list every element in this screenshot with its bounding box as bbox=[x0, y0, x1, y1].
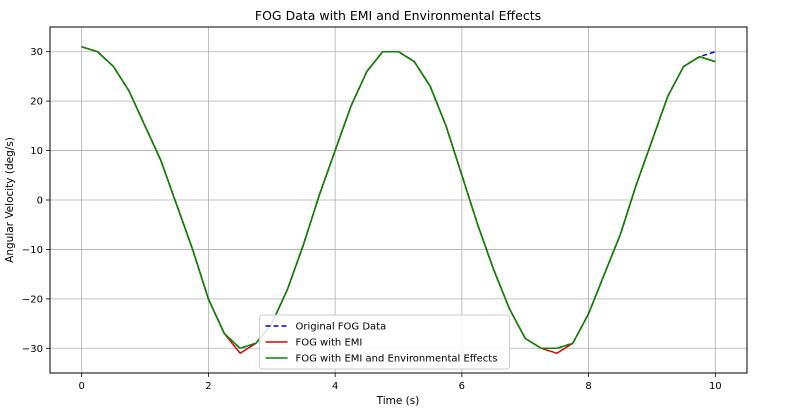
x-tick-label: 2 bbox=[205, 381, 211, 392]
y-tick-label: −10 bbox=[22, 245, 43, 256]
y-axis-ticks: −30 −20 −10 0 10 20 30 bbox=[22, 47, 50, 355]
legend-label: FOG with EMI and Environmental Effects bbox=[296, 354, 498, 365]
x-tick-label: 0 bbox=[78, 381, 84, 392]
y-tick-label: −30 bbox=[22, 344, 43, 355]
x-tick-label: 8 bbox=[585, 381, 591, 392]
legend-box bbox=[259, 314, 510, 370]
y-axis-label: Angular Velocity (deg/s) bbox=[4, 137, 16, 263]
legend: Original FOG Data FOG with EMI FOG with EM… bbox=[259, 314, 510, 370]
y-tick-label: 10 bbox=[30, 146, 43, 157]
series-line-3 bbox=[81, 46, 716, 350]
x-tick-label: 10 bbox=[709, 381, 722, 392]
x-tick-label: 4 bbox=[332, 381, 338, 392]
legend-label: Original FOG Data bbox=[296, 322, 387, 333]
x-tick-label: 6 bbox=[459, 381, 465, 392]
x-axis-label: Time (s) bbox=[376, 395, 420, 407]
x-axis-ticks: 0 2 4 6 8 10 bbox=[78, 373, 722, 392]
y-tick-label: 20 bbox=[30, 97, 43, 108]
y-tick-label: 30 bbox=[30, 47, 43, 58]
legend-label: FOG with EMI bbox=[296, 338, 363, 349]
series-lines bbox=[81, 46, 716, 354]
y-tick-label: −20 bbox=[22, 294, 43, 305]
chart-title: FOG Data with EMI and Environmental Effe… bbox=[255, 8, 541, 23]
y-tick-label: 0 bbox=[37, 196, 43, 207]
